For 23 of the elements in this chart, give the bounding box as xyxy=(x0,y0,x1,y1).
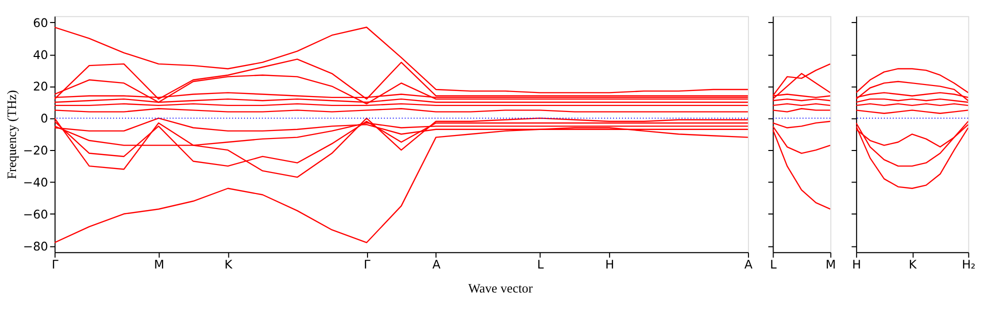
x-tick-label: K xyxy=(908,258,918,272)
x-tick-label: H₂ xyxy=(962,258,976,272)
y-tick-label: 40 xyxy=(32,48,48,62)
y-tick-label: −40 xyxy=(23,175,48,190)
x-tick-label: Γ xyxy=(52,258,59,272)
y-tick-label: −20 xyxy=(23,144,48,158)
x-tick-label: Γ xyxy=(364,258,371,272)
x-tick-label: M xyxy=(826,258,836,272)
y-tick-label: 20 xyxy=(32,80,48,94)
x-tick-label: L xyxy=(537,258,544,272)
y-tick-label: 0 xyxy=(40,112,48,126)
x-axis-title: Wave vector xyxy=(468,281,534,296)
x-tick-label: H xyxy=(852,258,862,272)
x-tick-label: M xyxy=(154,258,164,272)
y-tick-label: −80 xyxy=(23,239,48,254)
x-tick-label: K xyxy=(224,258,234,272)
y-tick-label: 60 xyxy=(32,16,48,30)
y-tick-label: −60 xyxy=(23,207,48,222)
x-tick-label: H xyxy=(605,258,614,272)
x-tick-label: A xyxy=(744,258,754,272)
y-axis-title: Frequency (THz) xyxy=(5,90,20,180)
x-tick-label: L xyxy=(770,258,777,272)
x-tick-label: A xyxy=(432,258,442,272)
